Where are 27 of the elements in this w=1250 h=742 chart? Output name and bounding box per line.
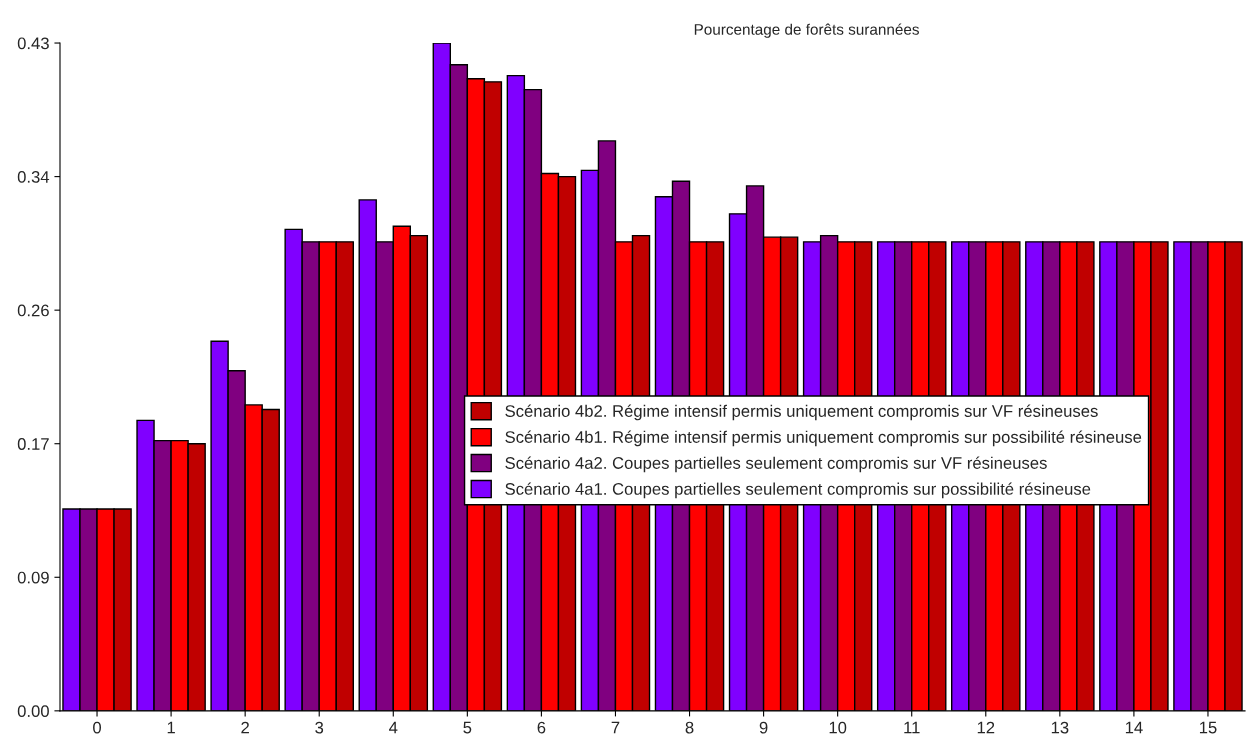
x-tick-label: 8 bbox=[685, 721, 694, 734]
x-tick-label: 9 bbox=[759, 721, 768, 734]
y-tick-label: 0.34 bbox=[17, 171, 50, 183]
x-tick-label: 1 bbox=[167, 721, 175, 734]
legend-label: Scénario 4b2. Régime intensif permis uniquement compromis sur VF résineuses bbox=[505, 404, 1098, 421]
x-tick-label: 4 bbox=[389, 721, 398, 734]
chart-title: Pourcentage de forêts surannées bbox=[694, 23, 919, 38]
x-tick-label: 3 bbox=[315, 721, 324, 734]
x-tick-label: 6 bbox=[537, 721, 546, 734]
y-tick-label: 0.00 bbox=[17, 705, 49, 718]
x-tick-label: 7 bbox=[611, 721, 620, 734]
y-tick-label: 0.09 bbox=[17, 571, 49, 584]
x-tick-label: 11 bbox=[904, 721, 920, 734]
y-tick-label: 0.26 bbox=[17, 304, 49, 317]
x-tick-label: 2 bbox=[241, 721, 249, 734]
x-tick-label: 0 bbox=[93, 721, 102, 734]
x-tick-label: 10 bbox=[829, 721, 847, 734]
x-tick-label: 12 bbox=[977, 721, 995, 734]
legend-label: Scénario 4b1. Régime intensif permis uniquement compromis sur possibilité résineuse bbox=[505, 430, 1142, 447]
x-tick-label: 5 bbox=[463, 721, 472, 734]
legend-label: Scénario 4a1. Coupes partielles seulement compromis sur possibilité résineuse bbox=[505, 482, 1091, 499]
x-tick-label: 13 bbox=[1051, 721, 1069, 734]
x-tick-label: 15 bbox=[1199, 721, 1217, 734]
y-tick-label: 0.43 bbox=[17, 37, 49, 50]
y-tick-label: 0.17 bbox=[17, 438, 49, 450]
x-tick-label: 14 bbox=[1125, 721, 1143, 734]
legend-label: Scénario 4a2. Coupes partielles seulement compromis sur VF résineuses bbox=[505, 456, 1047, 473]
